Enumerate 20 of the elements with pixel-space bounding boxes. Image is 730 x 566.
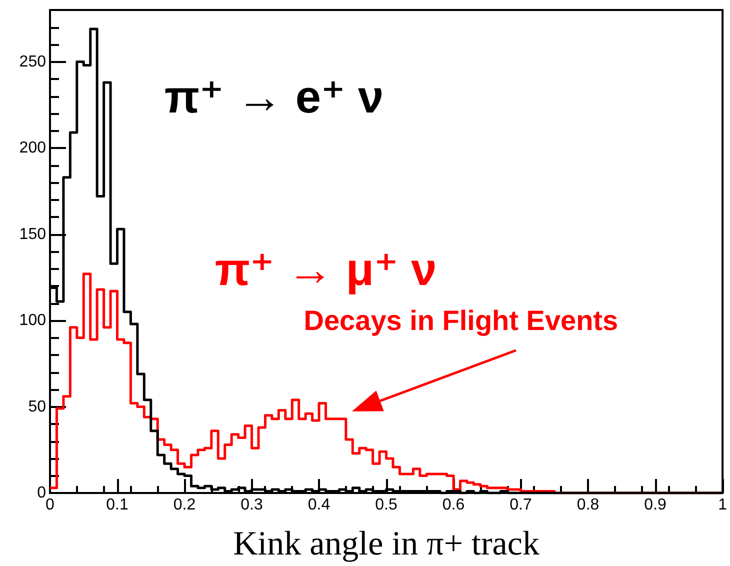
x-tick-label: 0.5 bbox=[375, 496, 398, 514]
y-tick-label: 50 bbox=[28, 398, 46, 416]
y-tick-label: 200 bbox=[19, 140, 46, 156]
x-tick-label: 0.1 bbox=[106, 496, 128, 514]
text: π⁺ → μ⁺ ν bbox=[214, 242, 437, 295]
x-tick-label: 0.7 bbox=[510, 496, 532, 514]
x-tick-label: 0.2 bbox=[173, 496, 196, 514]
x-tick-label: 0.9 bbox=[644, 496, 667, 514]
x-tick-label: 0.6 bbox=[442, 496, 465, 514]
y-tick-label: 100 bbox=[19, 312, 46, 329]
x-tick-label: 0.8 bbox=[576, 496, 600, 514]
y-tick-label: 250 bbox=[19, 53, 46, 70]
x-tick-label: 0.3 bbox=[240, 496, 263, 514]
x-axis-title: Kink angle in π+ track bbox=[233, 526, 540, 562]
x-tick-label: 0.4 bbox=[308, 496, 330, 514]
series-label: π⁺ → e⁺ ν bbox=[164, 70, 384, 122]
y-tick-label: 150 bbox=[19, 226, 46, 243]
annotation: Decays in Flight Events bbox=[304, 304, 618, 336]
x-tick-label: 1 bbox=[718, 496, 728, 514]
y-tick-label: 0 bbox=[37, 484, 46, 502]
